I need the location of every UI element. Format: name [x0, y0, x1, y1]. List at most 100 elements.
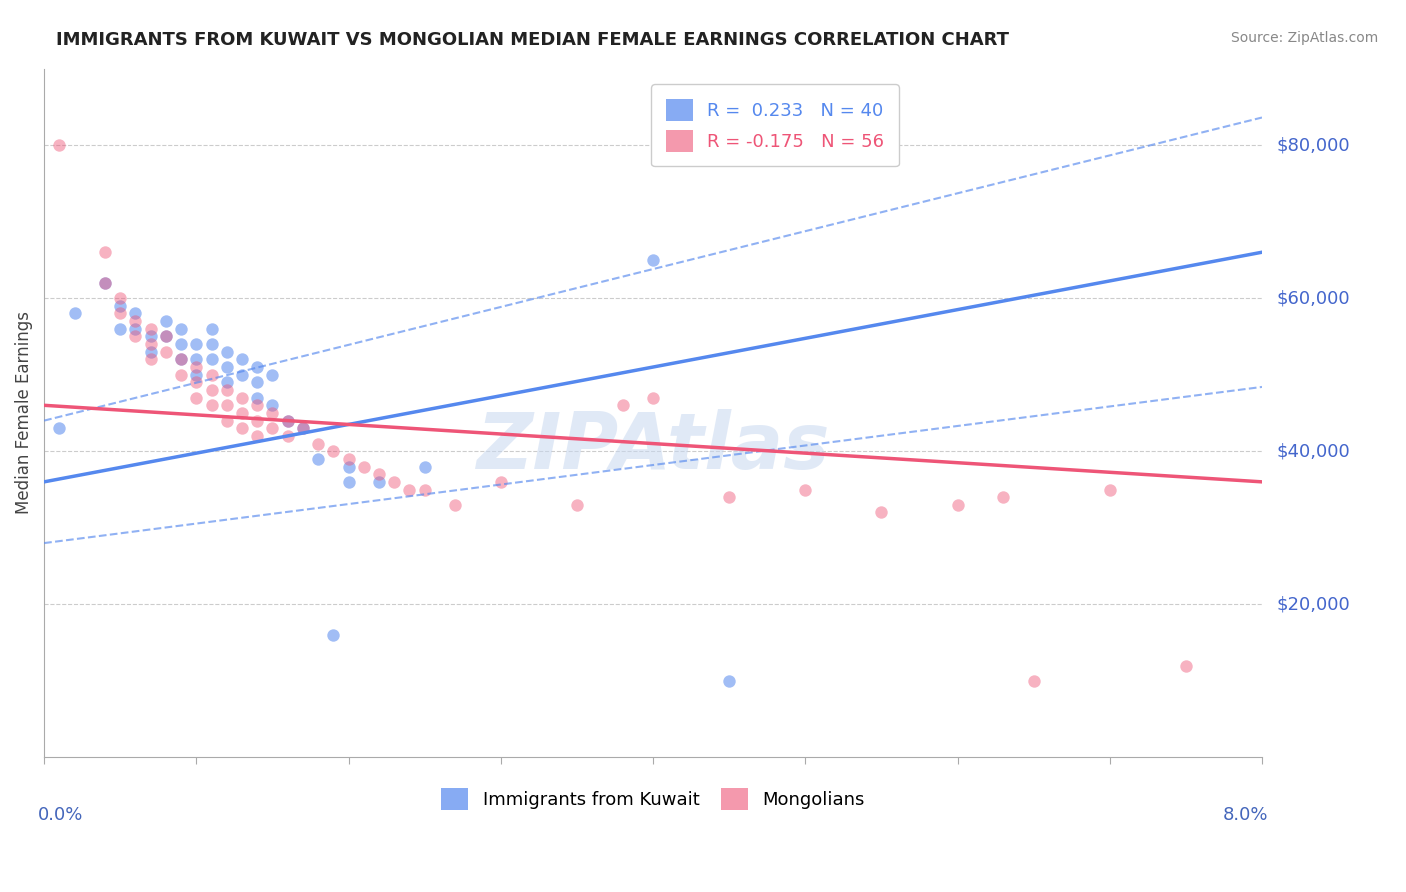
Point: [155, 329, 177, 343]
Point: [186, 359, 208, 374]
Point: [170, 352, 193, 367]
Point: [155, 344, 177, 359]
Point: [63, 306, 86, 320]
Point: [246, 391, 269, 405]
Point: [124, 322, 146, 336]
Point: [870, 506, 893, 520]
Point: [322, 628, 344, 642]
Point: [48, 138, 70, 153]
Point: [139, 329, 162, 343]
Point: [231, 352, 253, 367]
Text: IMMIGRANTS FROM KUWAIT VS MONGOLIAN MEDIAN FEMALE EARNINGS CORRELATION CHART: IMMIGRANTS FROM KUWAIT VS MONGOLIAN MEDI…: [56, 31, 1010, 49]
Point: [215, 398, 238, 412]
Point: [124, 306, 146, 320]
Point: [215, 376, 238, 390]
Point: [993, 490, 1015, 504]
Point: [110, 322, 132, 336]
Point: [110, 306, 132, 320]
Point: [246, 398, 269, 412]
Point: [382, 475, 405, 489]
Point: [444, 498, 467, 512]
Point: [200, 352, 222, 367]
Legend: Immigrants from Kuwait, Mongolians: Immigrants from Kuwait, Mongolians: [434, 780, 872, 817]
Point: [246, 376, 269, 390]
Point: [139, 322, 162, 336]
Point: [94, 276, 117, 290]
Text: $60,000: $60,000: [1277, 289, 1350, 307]
Point: [246, 359, 269, 374]
Point: [170, 337, 193, 351]
Point: [794, 483, 817, 497]
Point: [1098, 483, 1121, 497]
Point: [353, 459, 375, 474]
Point: [186, 368, 208, 382]
Point: [413, 459, 436, 474]
Point: [718, 490, 741, 504]
Point: [262, 368, 284, 382]
Text: 8.0%: 8.0%: [1223, 805, 1268, 823]
Point: [200, 337, 222, 351]
Point: [200, 368, 222, 382]
Point: [262, 398, 284, 412]
Point: [368, 467, 391, 482]
Point: [170, 322, 193, 336]
Point: [94, 276, 117, 290]
Point: [94, 245, 117, 260]
Point: [262, 406, 284, 420]
Point: [277, 414, 299, 428]
Text: $20,000: $20,000: [1277, 595, 1350, 614]
Point: [215, 359, 238, 374]
Point: [231, 406, 253, 420]
Point: [291, 421, 314, 435]
Point: [368, 475, 391, 489]
Point: [413, 483, 436, 497]
Text: Source: ZipAtlas.com: Source: ZipAtlas.com: [1230, 31, 1378, 45]
Point: [641, 391, 664, 405]
Point: [139, 337, 162, 351]
Point: [277, 414, 299, 428]
Point: [718, 673, 741, 688]
Y-axis label: Median Female Earnings: Median Female Earnings: [15, 311, 32, 515]
Point: [48, 421, 70, 435]
Point: [186, 352, 208, 367]
Point: [170, 352, 193, 367]
Point: [155, 314, 177, 328]
Point: [398, 483, 420, 497]
Point: [1022, 673, 1045, 688]
Point: [641, 252, 664, 267]
Point: [215, 344, 238, 359]
Text: $40,000: $40,000: [1277, 442, 1350, 460]
Point: [215, 383, 238, 397]
Point: [215, 414, 238, 428]
Point: [110, 299, 132, 313]
Point: [155, 329, 177, 343]
Point: [1174, 658, 1197, 673]
Point: [337, 451, 360, 466]
Point: [110, 291, 132, 305]
Point: [322, 444, 344, 458]
Point: [200, 322, 222, 336]
Point: [124, 314, 146, 328]
Point: [200, 383, 222, 397]
Point: [277, 429, 299, 443]
Point: [231, 391, 253, 405]
Point: [186, 337, 208, 351]
Point: [246, 429, 269, 443]
Point: [186, 391, 208, 405]
Point: [291, 421, 314, 435]
Text: ZIPAtlas: ZIPAtlas: [477, 409, 830, 485]
Point: [262, 421, 284, 435]
Point: [139, 344, 162, 359]
Point: [946, 498, 969, 512]
Point: [246, 414, 269, 428]
Text: $80,000: $80,000: [1277, 136, 1350, 154]
Point: [612, 398, 634, 412]
Point: [307, 436, 329, 450]
Point: [186, 376, 208, 390]
Point: [200, 398, 222, 412]
Point: [337, 475, 360, 489]
Point: [565, 498, 588, 512]
Point: [124, 329, 146, 343]
Point: [231, 421, 253, 435]
Text: 0.0%: 0.0%: [38, 805, 83, 823]
